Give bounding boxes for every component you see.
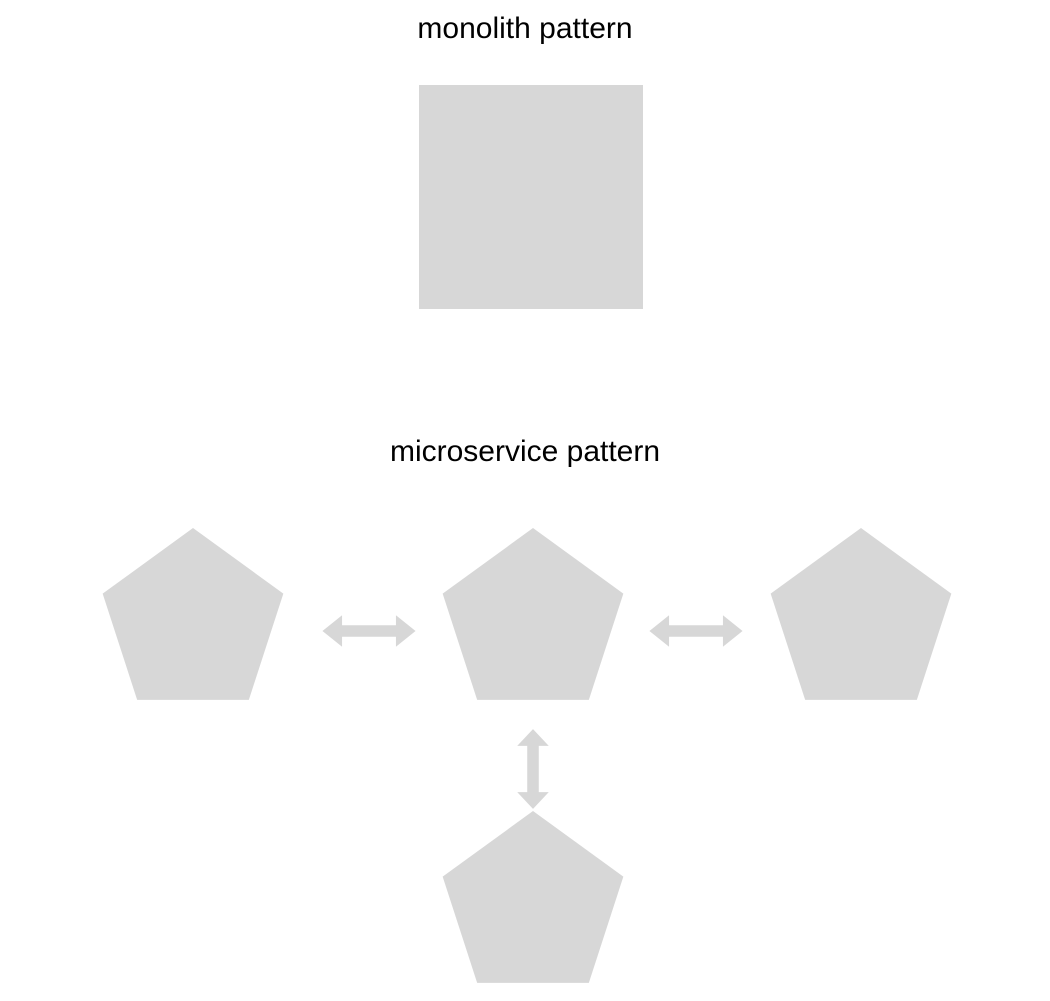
monolith-square: [419, 85, 643, 309]
double-arrow-icon: [647, 612, 745, 650]
microservice-title: microservice pattern: [0, 435, 1050, 469]
pentagon-icon: [771, 528, 952, 700]
pentagon-icon: [443, 811, 624, 983]
pentagon-icon: [443, 528, 624, 700]
pentagon-bottom: [438, 811, 628, 1001]
arrow-center-bottom: [512, 727, 554, 811]
pentagon-left: [98, 528, 288, 718]
diagram-stage: monolith pattern microservice pattern: [0, 0, 1050, 969]
monolith-title: monolith pattern: [0, 12, 1050, 46]
pentagon-right: [766, 528, 956, 718]
arrow-left-center: [320, 610, 418, 652]
double-arrow-icon: [514, 727, 552, 811]
pentagon-icon: [103, 528, 284, 700]
pentagon-center: [438, 528, 628, 718]
arrow-center-right: [647, 610, 745, 652]
double-arrow-icon: [320, 612, 418, 650]
